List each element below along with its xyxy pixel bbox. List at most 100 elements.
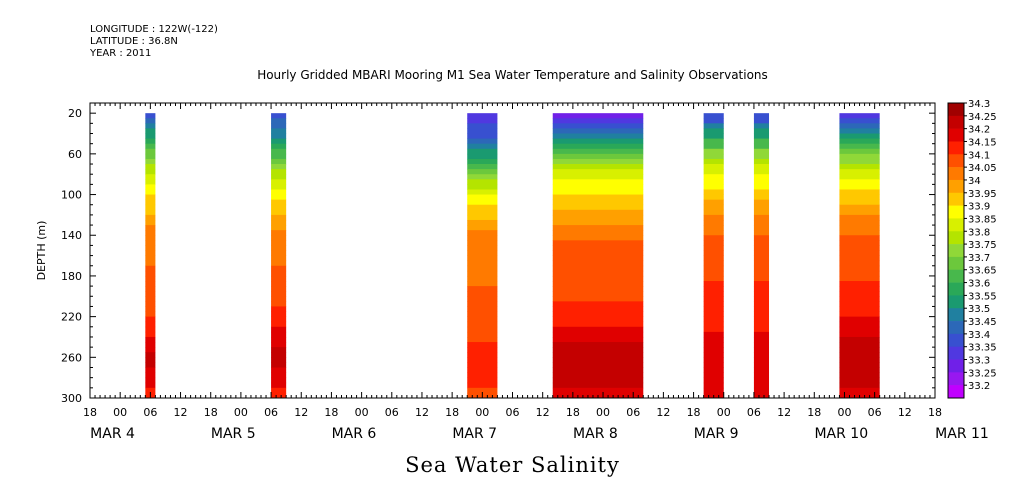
salinity-cell — [467, 113, 498, 119]
salinity-cell — [271, 235, 287, 241]
salinity-cell — [467, 270, 498, 277]
salinity-cell — [271, 219, 287, 226]
salinity-cell — [552, 214, 644, 221]
salinity-cell — [839, 372, 880, 379]
salinity-cell — [467, 316, 498, 323]
salinity-cell — [271, 250, 287, 256]
salinity-cell — [552, 219, 644, 226]
year-label: YEAR : 2011 — [90, 48, 152, 59]
salinity-cell — [271, 189, 287, 195]
salinity-cell — [467, 133, 498, 140]
salinity-cell — [271, 301, 287, 307]
salinity-cell — [703, 148, 724, 155]
salinity-cell — [703, 306, 724, 312]
salinity-cell — [552, 255, 644, 262]
salinity-cell — [703, 296, 724, 302]
salinity-cell — [703, 316, 724, 323]
salinity-cell — [467, 367, 498, 373]
salinity-cell — [145, 225, 156, 231]
plot-frame — [89, 102, 936, 399]
salinity-cell — [753, 118, 770, 124]
salinity-cell — [467, 194, 498, 201]
salinity-cell — [271, 367, 287, 373]
x-tick-label: 12 — [294, 406, 308, 419]
salinity-cell — [753, 347, 770, 353]
salinity-cell — [145, 265, 156, 272]
salinity-cell — [703, 169, 724, 175]
chart-title: Hourly Gridded MBARI Mooring M1 Sea Wate… — [257, 68, 768, 82]
legend-label: 33.6 — [968, 279, 990, 290]
y-tick-label: 60 — [68, 148, 82, 161]
salinity-cell — [552, 158, 644, 165]
salinity-cell — [753, 138, 770, 145]
x-tick-label: 18 — [204, 406, 218, 419]
salinity-cell — [467, 214, 498, 221]
x-tick-label: 12 — [777, 406, 791, 419]
salinity-cell — [703, 331, 724, 338]
x-day-label: MAR 7 — [452, 426, 497, 442]
salinity-cell — [753, 235, 770, 241]
salinity-cell — [753, 382, 770, 389]
salinity-cell — [703, 265, 724, 272]
salinity-cell — [839, 128, 880, 134]
salinity-cell — [552, 296, 644, 302]
salinity-cell — [703, 133, 724, 140]
salinity-cell — [753, 128, 770, 134]
salinity-cell — [703, 255, 724, 262]
x-day-label: MAR 11 — [935, 426, 989, 442]
salinity-cell — [552, 301, 644, 307]
salinity-cell — [467, 230, 498, 236]
salinity-cell — [753, 316, 770, 323]
salinity-cell — [753, 204, 770, 211]
legend-label: 33.25 — [968, 368, 997, 379]
salinity-cell — [145, 336, 156, 343]
salinity-cell — [145, 148, 156, 155]
salinity-cell — [271, 209, 287, 216]
salinity-cell — [467, 245, 498, 251]
salinity-cell — [552, 164, 644, 170]
salinity-cell — [839, 235, 880, 241]
salinity-cell — [467, 219, 498, 226]
salinity-cell — [703, 174, 724, 180]
salinity-cell — [703, 138, 724, 145]
salinity-cell — [753, 214, 770, 221]
salinity-cell — [753, 357, 770, 363]
salinity-cell — [145, 260, 156, 267]
salinity-cell — [703, 347, 724, 353]
legend-label: 33.8 — [968, 227, 990, 238]
salinity-cell — [552, 194, 644, 201]
salinity-cell — [703, 275, 724, 282]
salinity-cell — [753, 148, 770, 155]
salinity-cell — [467, 362, 498, 368]
salinity-cell — [753, 265, 770, 272]
salinity-cell — [703, 194, 724, 201]
salinity-cell — [271, 174, 287, 180]
salinity-cell — [552, 153, 644, 160]
salinity-cell — [839, 169, 880, 175]
salinity-cell — [467, 153, 498, 160]
salinity-cell — [467, 184, 498, 190]
salinity-cell — [552, 199, 644, 206]
salinity-cell — [753, 153, 770, 160]
salinity-cell — [145, 326, 156, 333]
salinity-cell — [839, 387, 880, 394]
salinity-cell — [145, 275, 156, 282]
salinity-cell — [839, 230, 880, 236]
salinity-cell — [271, 316, 287, 323]
salinity-cell — [271, 362, 287, 368]
salinity-cell — [271, 204, 287, 211]
salinity-cell — [145, 123, 156, 129]
salinity-cell — [552, 235, 644, 241]
salinity-cell — [703, 326, 724, 333]
x-tick-label: 06 — [143, 406, 157, 419]
salinity-cell — [839, 311, 880, 318]
salinity-cell — [271, 123, 287, 129]
salinity-cell — [145, 296, 156, 302]
salinity-cell — [703, 189, 724, 195]
legend-label: 33.65 — [968, 266, 997, 277]
salinity-cell — [703, 143, 724, 150]
salinity-cell — [467, 209, 498, 216]
salinity-cell — [271, 352, 287, 358]
salinity-cell — [703, 235, 724, 241]
salinity-cell — [839, 164, 880, 170]
